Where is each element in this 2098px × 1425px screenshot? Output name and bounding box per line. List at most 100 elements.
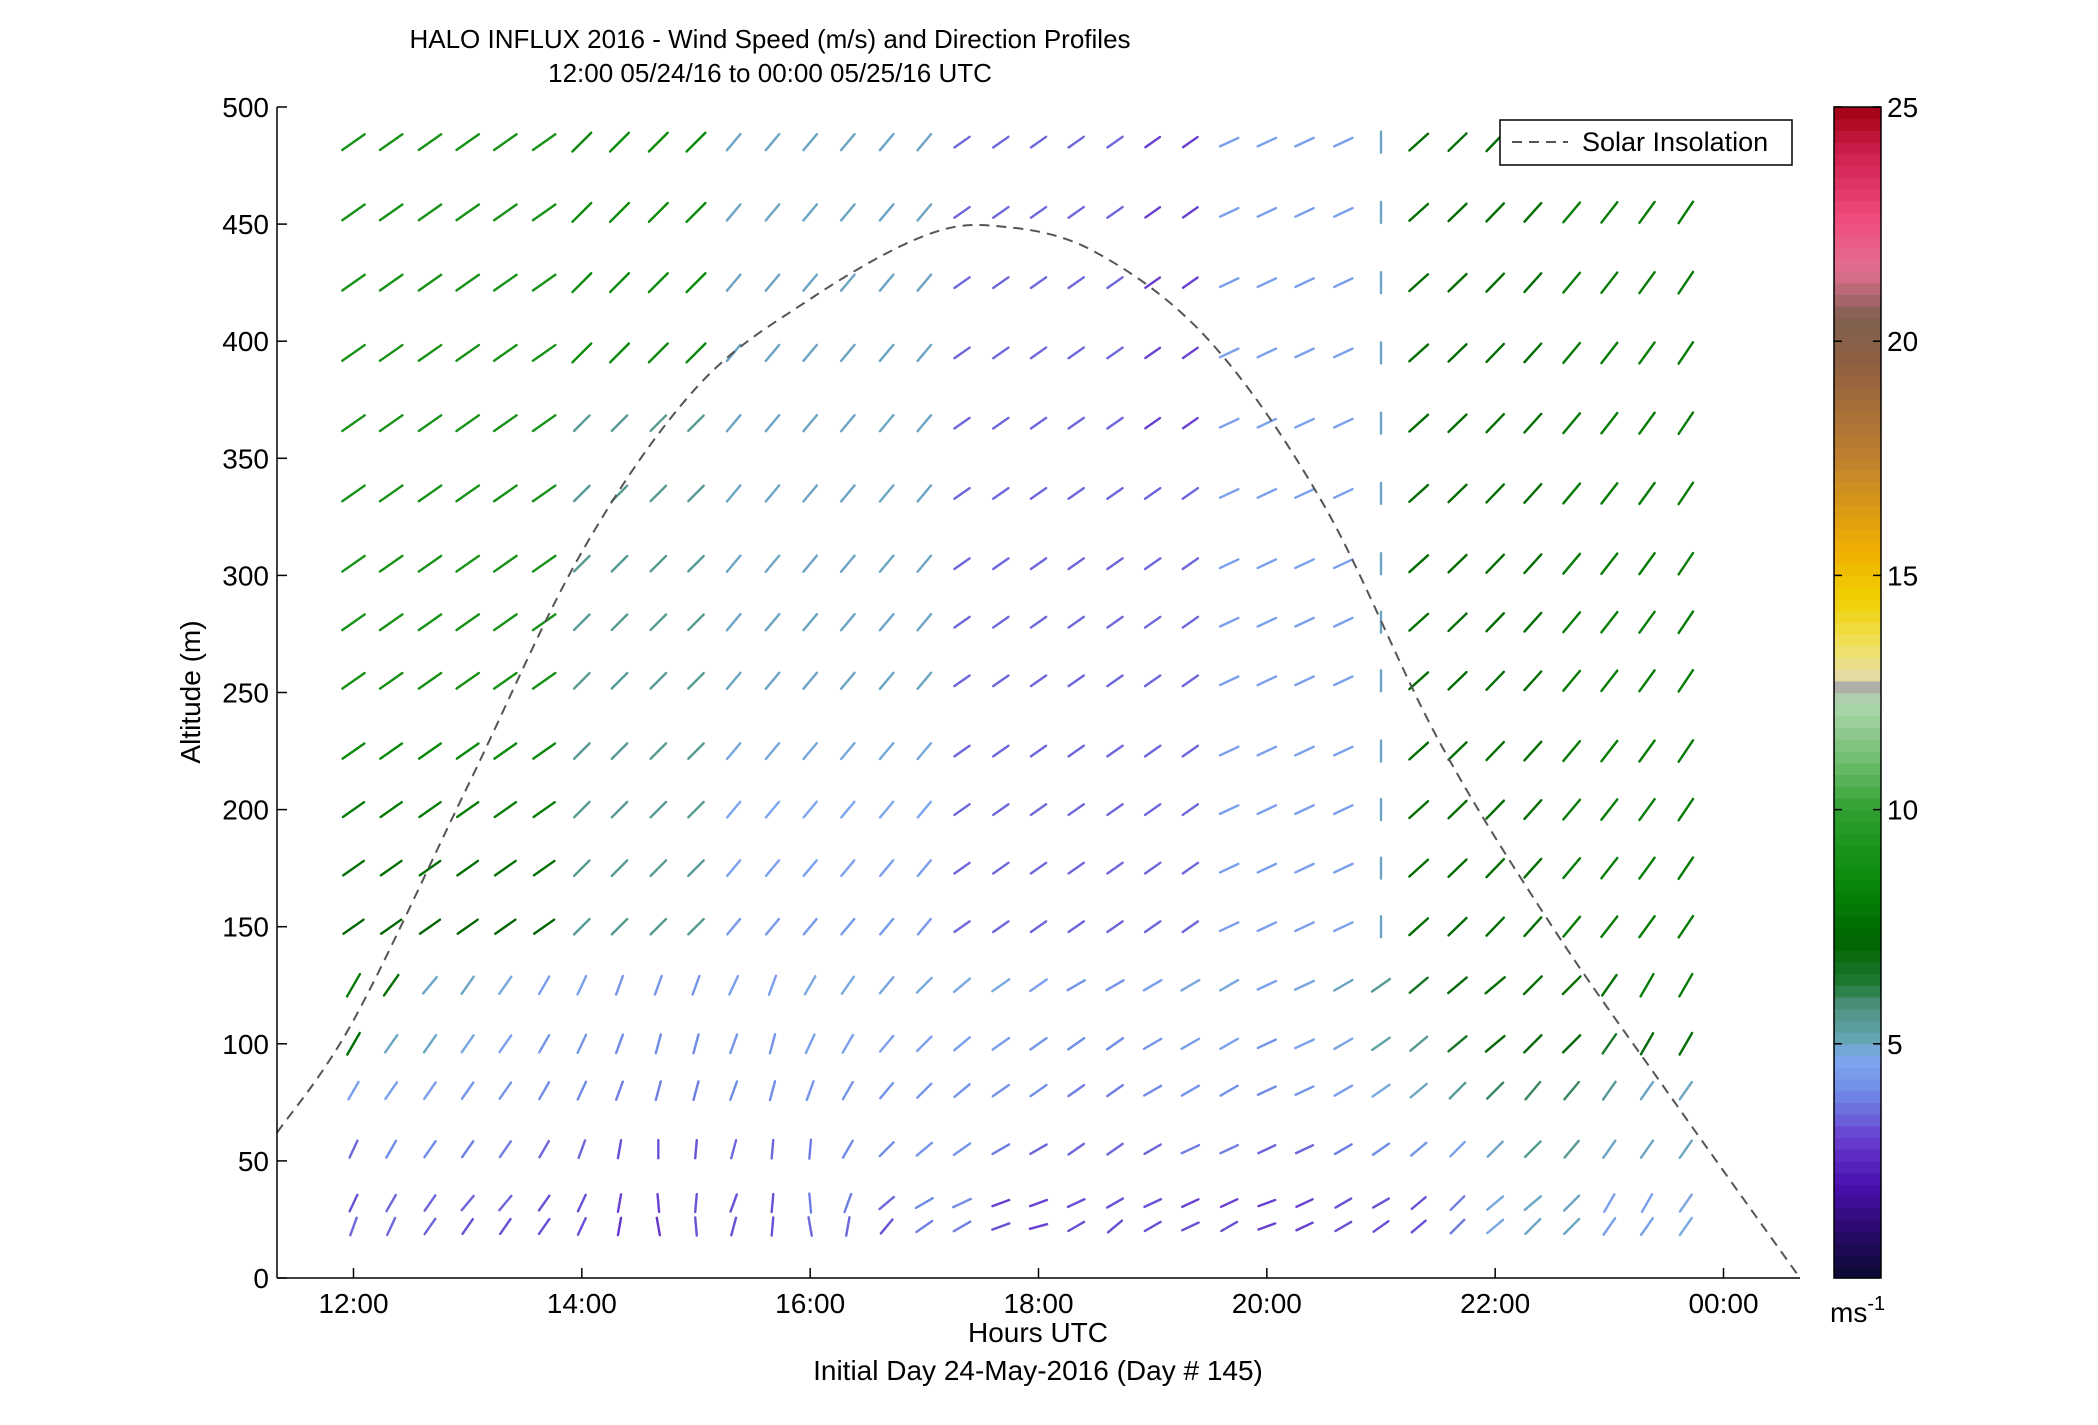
wind-vector (1256, 136, 1278, 148)
wind-vector (1677, 856, 1695, 881)
wind-vector (1410, 1219, 1427, 1234)
wind-vector (916, 554, 933, 573)
colorbar-stripes (1834, 107, 1881, 1279)
wind-vector (802, 554, 819, 573)
x-tick-label: 18:00 (1003, 1288, 1073, 1319)
wind-vector (1562, 798, 1582, 821)
wind-vector (1029, 416, 1048, 430)
wind-vector (572, 917, 591, 936)
colorbar: 5 10 15 20 25 ms-1 (1830, 92, 1918, 1328)
colorbar-stripe (1834, 446, 1881, 459)
wind-vector (953, 744, 971, 758)
wind-vector (878, 612, 895, 632)
wind-vector (1028, 1198, 1049, 1208)
colorbar-stripe (1834, 1043, 1881, 1057)
wind-vector (1523, 740, 1543, 762)
wind-vector (460, 1140, 475, 1159)
wind-vector (1408, 413, 1430, 433)
wind-vector (492, 273, 518, 292)
wind-vector (1029, 205, 1048, 219)
wind-vector (610, 613, 629, 632)
colorbar-stripe (1834, 645, 1881, 658)
wind-vector (493, 801, 518, 819)
colorbar-tick-label: 5 (1887, 1029, 1903, 1060)
wind-vector (878, 273, 895, 292)
wind-vector (916, 1082, 933, 1099)
wind-vector (1105, 1197, 1125, 1209)
wind-vector (1449, 1140, 1466, 1158)
wind-vector (1180, 1037, 1201, 1051)
colorbar-stripe (1834, 786, 1881, 799)
wind-vector (764, 554, 781, 573)
wind-vector (1294, 1038, 1315, 1050)
wind-vector (1294, 347, 1315, 359)
wind-vector (649, 414, 668, 433)
wind-vector (1447, 858, 1468, 879)
wind-vector (1106, 416, 1124, 430)
wind-vector (953, 135, 971, 149)
wind-vector (1639, 1139, 1655, 1159)
wind-vector (1408, 132, 1430, 152)
wind-vector (1029, 346, 1048, 360)
wind-vector (1638, 200, 1656, 225)
wind-vector (1600, 201, 1619, 224)
colorbar-stripe (1834, 399, 1881, 413)
wind-vector (1447, 483, 1468, 504)
wind-vector (1029, 1036, 1048, 1051)
wind-vector (770, 1138, 775, 1160)
wind-vector (878, 1034, 895, 1053)
wind-vector (1294, 558, 1315, 570)
wind-vector (1523, 553, 1543, 575)
colorbar-stripe (1834, 1160, 1881, 1174)
wind-vector (571, 201, 593, 223)
wind-vector (423, 1217, 437, 1236)
wind-vector (1600, 856, 1619, 880)
wind-vector (1181, 206, 1199, 219)
wind-vector (1106, 346, 1124, 360)
wind-vector (1638, 797, 1656, 822)
colorbar-stripe (1834, 1137, 1881, 1150)
wind-vector (1408, 741, 1430, 761)
wind-vector (531, 133, 557, 152)
wind-vector (1143, 1143, 1162, 1156)
colorbar-stripe (1834, 1067, 1881, 1080)
wind-vector (537, 1194, 551, 1212)
wind-vector (1371, 1197, 1391, 1209)
wind-vector (992, 803, 1010, 817)
wind-vector (991, 1036, 1011, 1051)
wind-vector (991, 1198, 1011, 1208)
wind-vector (805, 1080, 815, 1102)
wind-vector (992, 346, 1010, 360)
colorbar-tick-label: 25 (1887, 92, 1918, 123)
colorbar-stripe (1834, 1032, 1881, 1045)
wind-vector (1485, 670, 1506, 691)
wind-vector (1485, 1081, 1505, 1100)
wind-vector (691, 974, 701, 996)
colorbar-stripe (1834, 622, 1881, 635)
wind-vector (839, 741, 856, 761)
colorbar-stripe (1834, 528, 1881, 541)
wind-vector (1143, 803, 1162, 817)
wind-vector (1485, 553, 1506, 574)
wind-vector (841, 1139, 854, 1159)
wind-vector (1256, 347, 1278, 359)
wind-vector (694, 1216, 698, 1237)
wind-vector (687, 742, 705, 760)
wind-vector (685, 201, 707, 223)
wind-vector (1029, 135, 1048, 149)
wind-vector (1562, 271, 1582, 294)
wind-vector (953, 674, 971, 688)
wind-vector (1256, 277, 1278, 289)
wind-vector (1638, 669, 1656, 693)
wind-vector (1105, 1083, 1125, 1098)
wind-vector (1029, 744, 1048, 758)
wind-vector (1485, 857, 1506, 879)
wind-vector (802, 484, 819, 503)
wind-vector (1106, 744, 1124, 758)
wind-vector (1332, 862, 1354, 874)
wind-vector (1448, 1081, 1467, 1100)
wind-vector (531, 554, 557, 573)
colorbar-stripe (1834, 938, 1881, 951)
wind-vector (1106, 205, 1124, 219)
colorbar-stripe (1834, 352, 1881, 366)
